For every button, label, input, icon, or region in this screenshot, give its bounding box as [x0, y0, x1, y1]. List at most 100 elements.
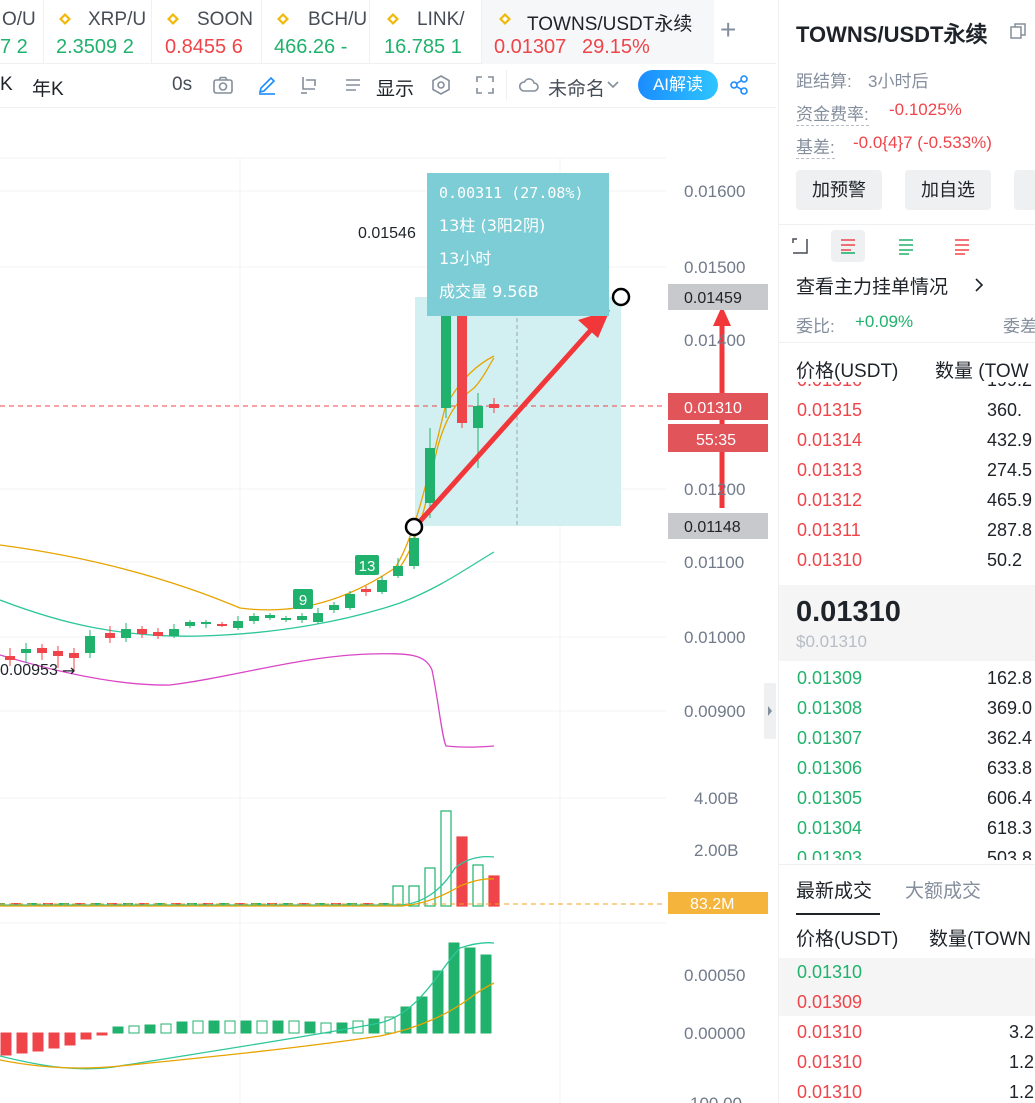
ask-row[interactable]: 0.01316 199.2 — [797, 382, 1035, 396]
tab-symbol-4[interactable]: BCH/U 466.26 - — [262, 0, 370, 64]
candle-body — [85, 636, 95, 653]
symbol-title: TOWNS/USDT永续 — [796, 22, 988, 47]
ask-row[interactable]: 0.01313 274.5 — [797, 456, 1035, 486]
high-price-label: 0.01546 — [358, 225, 416, 242]
list-icon[interactable] — [342, 74, 364, 96]
bid-row[interactable]: 0.01305 606.4 — [797, 784, 1035, 814]
divider — [779, 224, 1035, 225]
ask-row[interactable]: 0.01312 465.9 — [797, 486, 1035, 516]
candle-body — [169, 629, 179, 636]
cloud-icon[interactable] — [518, 74, 540, 96]
tab-symbol-name: TOWNS/USDT永续 — [527, 14, 693, 35]
bid-row[interactable]: 0.01306 633.8 — [797, 754, 1035, 784]
marker-13-box — [355, 555, 379, 575]
orderbook-bids-icon[interactable] — [895, 235, 917, 257]
tab-symbol-change: 29.15% — [582, 36, 650, 58]
candle-body — [153, 632, 163, 636]
macd-bar — [0, 1032, 12, 1056]
orderbook-view-icon[interactable] — [789, 235, 811, 257]
tooltip-line-2: 13柱 (3阳2阴) — [439, 216, 545, 235]
funding-rate-label[interactable]: 资金费率: — [796, 100, 869, 126]
pen-icon[interactable] — [256, 74, 278, 96]
candle-body — [265, 615, 275, 618]
interval-k[interactable]: K — [0, 74, 13, 95]
bid-row[interactable]: 0.01309 162.8 — [797, 664, 1035, 694]
tab-latest-trades[interactable]: 最新成交 — [796, 881, 873, 902]
tab-symbol-3[interactable]: SOON 0.8455 6 — [152, 0, 262, 64]
trade-price: 0.01310 — [797, 962, 863, 982]
tab-symbol-5[interactable]: LINK/ 16.785 1 — [370, 0, 482, 64]
candle-body — [473, 406, 483, 428]
ask-row[interactable]: 0.01314 432.9 — [797, 426, 1035, 456]
ai-interpret-button[interactable]: AI解读 — [638, 70, 718, 100]
bid-row[interactable]: 0.01307 362.4 — [797, 724, 1035, 754]
binance-icon — [499, 13, 511, 25]
tab-symbol-2[interactable]: XRP/U 2.3509 2 — [44, 0, 152, 64]
macd-bar — [208, 1020, 220, 1034]
display-button[interactable]: 显示 — [376, 79, 415, 100]
ask-price: 0.01315 — [797, 400, 863, 420]
trade-qty: 3.2 — [1009, 1022, 1035, 1042]
macd-bar — [304, 1021, 316, 1034]
y-axis-label: 0.01400 — [684, 331, 746, 350]
current-price-tag-bg — [668, 393, 768, 420]
chart-canvas[interactable]: 9 13 0.01546 0.00953 → 0.00311 (27.08%) … — [0, 108, 776, 1103]
funding-rate-value: -0.1025% — [889, 100, 962, 119]
bid-price: 0.01304 — [797, 818, 863, 838]
trade-price: 0.01310 — [797, 1052, 863, 1072]
share-icon[interactable] — [728, 74, 750, 96]
add-alert-button[interactable]: 加预警 — [796, 170, 882, 210]
ask-qty: 287.8 — [987, 520, 1033, 540]
col-price-header: 价格(USDT) — [796, 361, 899, 382]
bid-price: 0.01308 — [797, 698, 863, 718]
basis-label[interactable]: 基差: — [796, 133, 835, 159]
tab-symbol-1[interactable]: O/U 7 2 — [0, 0, 44, 64]
interval-year-k[interactable]: 年K — [32, 79, 64, 100]
bid-row[interactable]: 0.01303 503.8 — [797, 844, 1035, 860]
bid-row[interactable]: 0.01304 618.3 — [797, 814, 1035, 844]
macd-bar — [176, 1021, 188, 1034]
y-axis-label: 0.01200 — [684, 480, 746, 499]
layout-name-dropdown[interactable]: 未命名 — [548, 79, 606, 100]
candle-body — [69, 653, 79, 658]
ask-price: 0.01314 — [797, 430, 863, 450]
copy-icon[interactable] — [1009, 22, 1027, 40]
ask-row[interactable]: 0.01315 360. — [797, 396, 1035, 426]
candle-body — [409, 538, 419, 566]
candle-body — [137, 629, 147, 634]
depth-link[interactable]: 查看主力挂单情况 — [796, 277, 949, 298]
bid-price: 0.01303 — [797, 848, 863, 860]
orderbook-view-both-selected[interactable] — [831, 230, 865, 262]
binance-icon — [59, 13, 71, 25]
fullscreen-icon[interactable] — [474, 74, 496, 96]
low-price-label: 0.00953 — [0, 662, 58, 679]
tab-symbol-active[interactable]: TOWNS/USDT永续 0.01307 29.15% — [482, 0, 714, 64]
add-favorite-button[interactable]: 加自选 — [905, 170, 991, 210]
kline-chart[interactable]: 9 13 0.01546 0.00953 → 0.00311 (27.08%) … — [0, 108, 776, 1103]
binance-icon — [277, 13, 289, 25]
macd-bar — [112, 1026, 124, 1034]
orderbook-asks-icon[interactable] — [951, 235, 973, 257]
crop-icon[interactable] — [298, 74, 320, 96]
add-tab-button[interactable]: + — [720, 14, 737, 45]
tab-symbol-price: 2.3509 2 — [56, 36, 134, 58]
candle-body — [37, 648, 47, 653]
camera-icon[interactable] — [212, 74, 234, 96]
vol-tag: 83.2M — [690, 896, 734, 913]
last-price: 0.01310 — [796, 596, 901, 628]
ask-qty: 360. — [987, 400, 1023, 420]
bid-row[interactable]: 0.01308 369.0 — [797, 694, 1035, 724]
tab-symbol-name: LINK/ — [417, 9, 465, 30]
ask-row[interactable]: 0.01310 50.2 — [797, 546, 1035, 576]
divider — [506, 70, 507, 100]
trade-row: 0.01310 3.2 — [797, 1018, 1035, 1048]
tab-large-trades[interactable]: 大额成交 — [905, 881, 982, 902]
more-button[interactable] — [1014, 170, 1035, 210]
ask-row[interactable]: 0.01311 287.8 — [797, 516, 1035, 546]
binance-icon — [167, 13, 179, 25]
macd-bar — [240, 1020, 252, 1034]
ask-qty: 50.2 — [987, 550, 1023, 570]
candlesticks — [5, 298, 499, 671]
ratio-value: +0.09% — [855, 312, 914, 331]
settings-hex-icon[interactable] — [430, 74, 452, 96]
